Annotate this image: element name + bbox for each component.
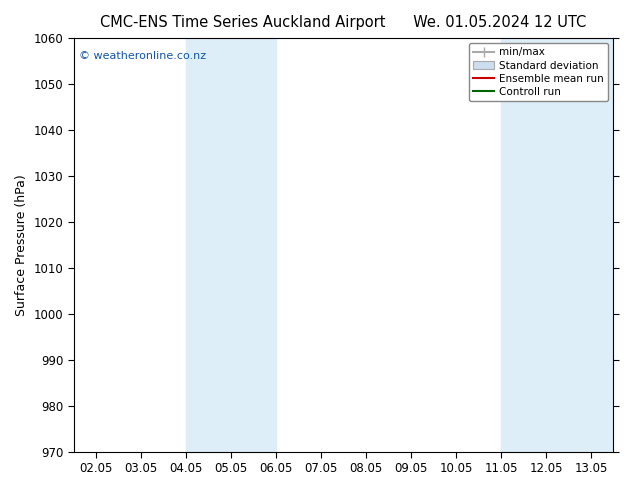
Y-axis label: Surface Pressure (hPa): Surface Pressure (hPa)	[15, 174, 28, 316]
Title: CMC-ENS Time Series Auckland Airport      We. 01.05.2024 12 UTC: CMC-ENS Time Series Auckland Airport We.…	[100, 15, 586, 30]
Text: © weatheronline.co.nz: © weatheronline.co.nz	[79, 50, 206, 61]
Bar	[501, 38, 634, 452]
Bar	[186, 38, 276, 452]
Legend: min/max, Standard deviation, Ensemble mean run, Controll run: min/max, Standard deviation, Ensemble me…	[469, 43, 608, 101]
